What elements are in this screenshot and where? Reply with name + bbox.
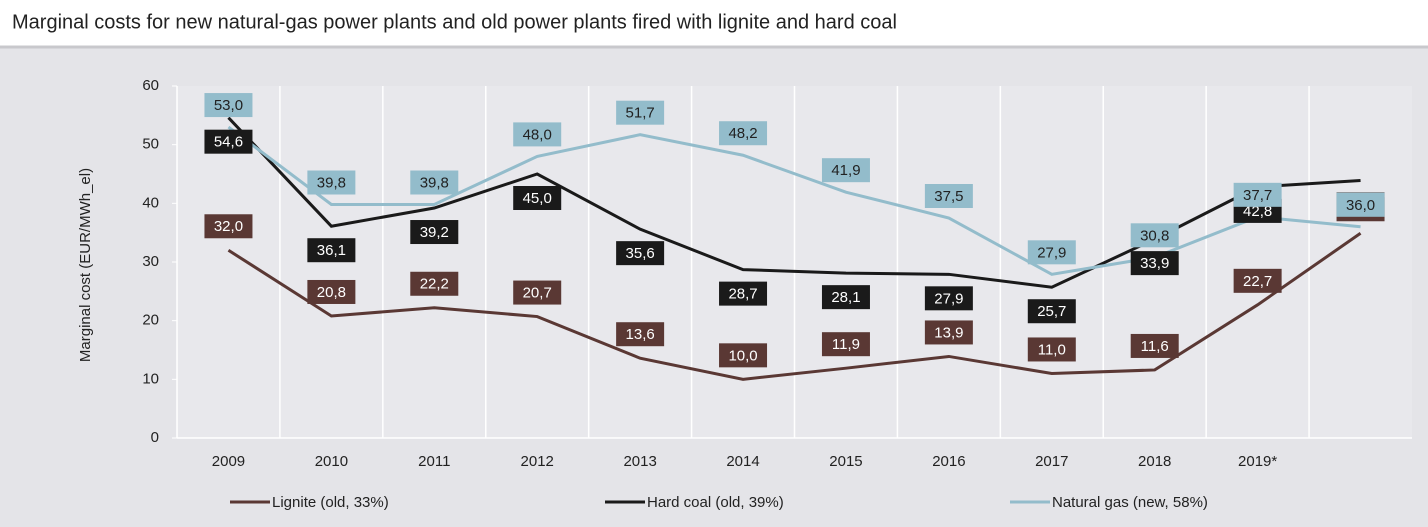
y-tick-label: 0 xyxy=(151,429,159,446)
value-label: 53,0 xyxy=(214,97,243,114)
value-label-box xyxy=(1027,240,1076,265)
value-label-box xyxy=(1130,333,1179,358)
x-tick-label: 2012 xyxy=(521,453,554,470)
x-tick-label: 2011 xyxy=(418,453,450,470)
legend-label: Lignite (old, 33%) xyxy=(272,494,389,511)
x-tick-label: 2015 xyxy=(829,453,862,470)
y-tick-label: 40 xyxy=(142,194,159,211)
value-label: 13,9 xyxy=(934,324,963,341)
value-label: 22,7 xyxy=(1243,273,1272,290)
value-label-box xyxy=(204,93,253,118)
value-label-box xyxy=(1027,337,1076,362)
value-label-box xyxy=(410,170,459,195)
value-label-box xyxy=(1130,251,1179,276)
value-label-box xyxy=(719,121,768,146)
x-tick-label: 2019* xyxy=(1238,453,1277,470)
value-label-box xyxy=(719,343,768,368)
value-label-box xyxy=(821,158,870,183)
y-tick-label: 60 xyxy=(142,77,159,94)
value-label-box xyxy=(1130,223,1179,248)
value-label-box xyxy=(1336,192,1385,217)
value-label-box xyxy=(513,122,562,147)
value-label-box xyxy=(1233,268,1282,293)
value-label: 11,6 xyxy=(1141,338,1169,355)
value-label-box xyxy=(924,320,973,345)
value-label: 48,0 xyxy=(523,126,552,143)
x-tick-label: 2014 xyxy=(726,453,759,470)
value-label-box xyxy=(1027,299,1076,324)
value-label-box xyxy=(719,281,768,306)
legend-label: Hard coal (old, 39%) xyxy=(647,494,784,511)
value-label: 36,0 xyxy=(1346,197,1375,214)
series-line xyxy=(227,232,1362,381)
value-label-box xyxy=(821,285,870,310)
value-label: 39,8 xyxy=(317,174,346,191)
value-label: 33,9 xyxy=(1140,255,1169,272)
value-label-box xyxy=(513,280,562,305)
x-tick-label: 2010 xyxy=(315,453,348,470)
value-label: 13,6 xyxy=(626,326,655,343)
value-label-box xyxy=(410,220,459,245)
value-label: 42,8 xyxy=(1243,203,1272,220)
x-tick-label: 2016 xyxy=(932,453,965,470)
y-tick-label: 10 xyxy=(142,370,159,387)
value-label: 37,5 xyxy=(934,188,963,205)
title-bar xyxy=(0,0,1428,46)
value-label: 28,1 xyxy=(831,289,860,306)
value-label: 37,7 xyxy=(1243,187,1272,204)
x-tick-label: 2018 xyxy=(1138,453,1171,470)
value-label-box xyxy=(616,322,665,347)
value-label-box xyxy=(307,238,356,263)
value-label-box xyxy=(924,286,973,311)
value-label-box xyxy=(307,279,356,304)
value-label-box xyxy=(513,186,562,210)
value-label-box xyxy=(616,241,665,266)
value-label-box xyxy=(924,184,973,208)
value-label: 32,0 xyxy=(214,218,243,235)
value-label: 45,0 xyxy=(523,190,552,207)
y-tick-label: 50 xyxy=(142,136,159,153)
value-label: 22,2 xyxy=(420,276,449,293)
value-label: 28,7 xyxy=(728,286,757,303)
value-label-box xyxy=(821,332,870,357)
legend-label: Natural gas (new, 58%) xyxy=(1052,494,1208,511)
value-label: 11,0 xyxy=(1038,341,1066,358)
value-label-box xyxy=(307,170,356,195)
value-label: 11,9 xyxy=(832,336,860,353)
series-line xyxy=(227,125,1361,276)
value-label: 39,8 xyxy=(420,174,449,191)
value-label: 20,7 xyxy=(523,285,552,302)
value-label-box xyxy=(1233,182,1282,207)
chart-title: Marginal costs for new natural-gas power… xyxy=(12,11,897,33)
value-label: 35,6 xyxy=(626,245,655,262)
value-label-box xyxy=(204,214,253,239)
value-label: 30,8 xyxy=(1140,227,1169,244)
value-label: 39,2 xyxy=(420,224,449,241)
value-label-box xyxy=(204,129,253,154)
value-label: 10,0 xyxy=(728,347,757,364)
y-tick-label: 30 xyxy=(142,253,159,270)
value-label: 36,1 xyxy=(317,242,346,259)
value-label: 27,9 xyxy=(1037,244,1066,261)
y-tick-label: 20 xyxy=(142,312,159,329)
x-tick-label: 2009 xyxy=(212,453,245,470)
y-axis-label: Marginal cost (EUR/MWh_el) xyxy=(77,168,94,362)
value-label: 41,9 xyxy=(831,162,860,179)
value-label-box xyxy=(410,271,459,296)
x-tick-label: 2017 xyxy=(1035,453,1068,470)
value-label: 27,9 xyxy=(934,290,963,307)
value-label: 25,7 xyxy=(1037,303,1066,320)
value-label: 54,6 xyxy=(214,134,243,151)
value-label: 20,8 xyxy=(317,284,346,301)
value-label: 48,2 xyxy=(728,125,757,142)
x-tick-label: 2013 xyxy=(623,453,656,470)
value-label-box xyxy=(616,100,665,125)
value-label: 51,7 xyxy=(626,105,655,122)
